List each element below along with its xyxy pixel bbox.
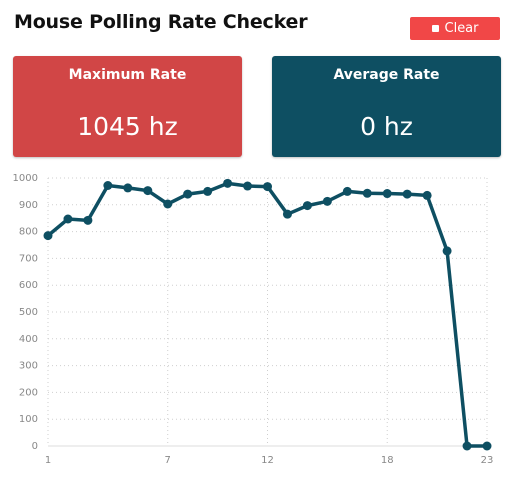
data-point: [442, 246, 452, 256]
data-point: [462, 441, 472, 451]
y-tick-label: 500: [19, 307, 38, 318]
y-tick-label: 200: [19, 387, 38, 398]
data-point: [243, 181, 253, 191]
y-tick-label: 1000: [13, 173, 38, 184]
data-point: [63, 214, 73, 224]
maximum-rate-label: Maximum Rate: [68, 67, 187, 83]
data-point: [282, 209, 292, 219]
data-point: [302, 201, 312, 211]
data-point: [223, 178, 233, 188]
average-rate-label: Average Rate: [333, 67, 440, 83]
data-point: [263, 182, 272, 192]
chart-grid: [47, 177, 488, 447]
x-tick-label: 12: [261, 455, 274, 466]
data-point: [83, 215, 93, 225]
clear-button-label: Clear: [444, 21, 479, 36]
y-tick-label: 700: [19, 253, 38, 264]
page-title: Mouse Polling Rate Checker: [14, 11, 308, 33]
data-point: [402, 189, 412, 199]
data-point: [382, 189, 392, 199]
y-tick-label: 0: [32, 441, 38, 452]
y-tick-label: 300: [19, 361, 38, 372]
x-tick-label: 18: [381, 455, 394, 466]
maximum-rate-card: Maximum Rate 1045 hz: [13, 56, 242, 157]
data-point: [143, 186, 153, 196]
polling-rate-chart: 0 100 200 300 400 500 600 700 800 900 1000 1 7 12 18 23: [13, 173, 494, 466]
x-tick-label: 23: [481, 455, 494, 466]
data-point: [163, 199, 173, 209]
data-point: [342, 186, 352, 196]
y-tick-label: 100: [19, 414, 38, 425]
data-point: [43, 231, 53, 241]
chart-series: [43, 178, 492, 451]
maximum-rate-value: 1045 hz: [77, 112, 178, 141]
stop-icon: [431, 25, 439, 32]
x-tick-label: 1: [45, 455, 51, 466]
data-point: [183, 189, 193, 199]
data-point: [203, 186, 213, 196]
x-tick-label: 7: [165, 455, 171, 466]
data-point: [422, 190, 432, 200]
data-point: [482, 441, 492, 451]
data-point: [322, 196, 332, 206]
data-point: [362, 188, 372, 198]
y-tick-label: 900: [19, 200, 38, 211]
chart-axes: 0 100 200 300 400 500 600 700 800 900 1000 1 7 12 18 23: [13, 173, 494, 466]
y-tick-label: 400: [19, 334, 38, 345]
y-tick-label: 800: [19, 227, 38, 238]
data-point: [123, 183, 133, 193]
clear-button[interactable]: Clear: [410, 17, 500, 40]
average-rate-value: 0 hz: [360, 112, 413, 141]
y-tick-label: 600: [19, 280, 38, 291]
average-rate-card: Average Rate 0 hz: [272, 56, 501, 157]
data-point: [103, 181, 113, 191]
